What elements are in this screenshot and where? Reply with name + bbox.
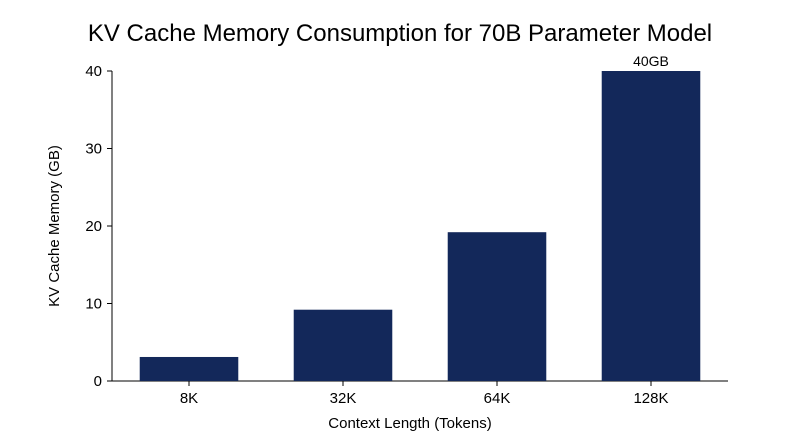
y-tick-label: 10: [85, 296, 102, 313]
bar: [601, 71, 701, 381]
data-label: 40GB: [633, 53, 669, 69]
bar: [447, 232, 547, 381]
bar: [293, 309, 393, 381]
labels: 8K 32K 64K 128K 40GB: [180, 53, 669, 407]
x-tick-label: 32K: [330, 390, 357, 407]
y-tick-label: 30: [85, 141, 102, 158]
bar: [139, 356, 239, 381]
bars: [139, 71, 701, 381]
chart-title: KV Cache Memory Consumption for 70B Para…: [88, 20, 712, 47]
x-axis-label: Context Length (Tokens): [328, 415, 491, 432]
y-tick-label: 0: [94, 373, 102, 390]
y-tick-label: 20: [85, 218, 102, 235]
y-tick-label: 40: [85, 63, 102, 80]
x-tick-label: 128K: [633, 390, 668, 407]
y-axis-label: KV Cache Memory (GB): [46, 145, 63, 307]
x-tick-label: 64K: [484, 390, 511, 407]
x-tick-label: 8K: [180, 390, 198, 407]
